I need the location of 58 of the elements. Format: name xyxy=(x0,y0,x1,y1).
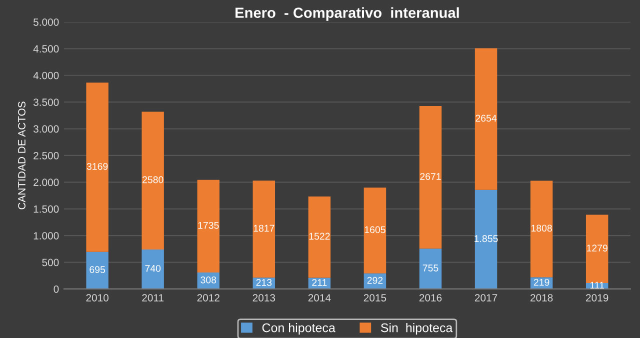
x-tick-label: 2013 xyxy=(252,294,276,302)
y-axis-title: CANTIDAD DE ACTOS xyxy=(18,102,26,210)
x-tick-label: 2018 xyxy=(530,294,553,302)
data-label: 1605 xyxy=(364,226,386,234)
x-tick-label: 2019 xyxy=(586,294,608,302)
y-tick-label: 1.500 xyxy=(34,205,59,213)
x-tick-label: 2010 xyxy=(86,294,108,302)
data-label: 755 xyxy=(422,264,438,272)
bar xyxy=(252,180,276,278)
data-label: 695 xyxy=(90,266,106,274)
data-label: 213 xyxy=(256,279,272,286)
data-label: 1808 xyxy=(531,224,552,232)
data-label: 219 xyxy=(534,278,550,286)
data-label: 211 xyxy=(312,279,327,286)
x-tick-label: 2016 xyxy=(419,294,442,302)
y-tick-label: 0 xyxy=(54,285,59,293)
legend-label: Con hipoteca xyxy=(262,323,336,335)
x-tick-label: 2012 xyxy=(197,294,220,302)
y-tick-label: 2.000 xyxy=(34,178,59,186)
x-tick-label: 2017 xyxy=(474,294,498,302)
y-tick-label: 2.500 xyxy=(34,152,59,160)
bar xyxy=(86,252,108,289)
bar xyxy=(86,82,108,252)
data-label: 2580 xyxy=(142,176,164,184)
bar xyxy=(142,249,164,289)
data-label: 292 xyxy=(367,276,383,284)
bar xyxy=(474,48,498,190)
y-tick-label: 4.500 xyxy=(33,45,59,53)
data-label: 1817 xyxy=(254,224,274,232)
x-tick-label: 2014 xyxy=(308,294,331,302)
bar xyxy=(419,106,442,249)
y-tick-label: 1.000 xyxy=(34,232,59,240)
bar xyxy=(419,248,442,289)
data-label: 2654 xyxy=(476,114,497,122)
chart-title: Enero - Comparativo interanual xyxy=(236,7,459,21)
bar xyxy=(197,180,220,273)
bar xyxy=(308,196,331,278)
bar xyxy=(530,180,553,278)
legend-label: Sin hipoteca xyxy=(380,323,453,335)
bar xyxy=(586,214,608,284)
y-tick-label: 500 xyxy=(42,258,59,266)
x-tick-label: 2015 xyxy=(364,294,386,302)
y-tick-label: 3.000 xyxy=(33,125,59,133)
data-label: 3169 xyxy=(86,162,108,170)
bar xyxy=(364,188,386,274)
data-label: 1735 xyxy=(198,222,219,229)
bar xyxy=(142,112,164,250)
data-label: 111 xyxy=(590,282,604,289)
data-label: 740 xyxy=(145,264,161,272)
data-label: 1522 xyxy=(309,232,330,240)
y-tick-label: 5.000 xyxy=(33,18,59,26)
data-label: 308 xyxy=(200,276,216,284)
y-tick-label: 3.500 xyxy=(33,98,59,106)
data-label: 1279 xyxy=(587,244,608,252)
x-tick-label: 2011 xyxy=(142,294,164,302)
y-tick-label: 4.000 xyxy=(33,72,59,80)
data-label: 2671 xyxy=(420,173,441,180)
bar xyxy=(474,190,498,289)
